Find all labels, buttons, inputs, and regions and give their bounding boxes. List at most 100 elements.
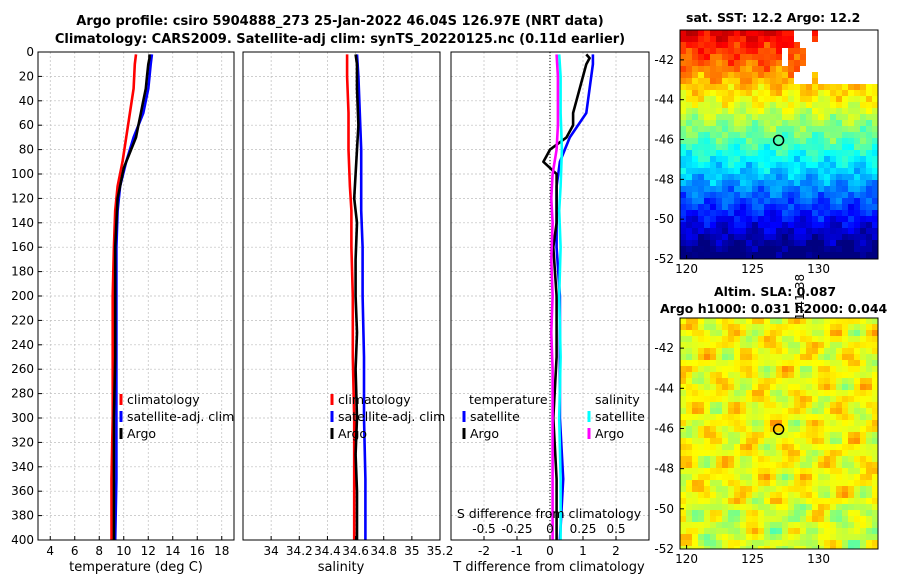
- sla-cell: [854, 402, 860, 408]
- sst-cell: [752, 150, 758, 156]
- sla-cell: [686, 510, 692, 516]
- sst-cell: [740, 156, 746, 162]
- sla-cell: [788, 546, 794, 549]
- sla-cell: [776, 390, 782, 396]
- sst-cell: [746, 168, 752, 174]
- sla-cell: [752, 420, 758, 426]
- sla-cell: [710, 384, 716, 390]
- sla-cell: [854, 360, 860, 366]
- sst-cell: [866, 156, 872, 162]
- sla-cell: [806, 540, 812, 546]
- sla-cell: [800, 414, 806, 420]
- sla-cell: [788, 360, 794, 366]
- sst-cell: [692, 240, 698, 246]
- sst-cell: [818, 192, 824, 198]
- sst-cell: [860, 240, 866, 246]
- sst-cell: [704, 36, 710, 42]
- sst-cell: [770, 132, 776, 138]
- sla-cell: [770, 450, 776, 456]
- sst-cell: [722, 102, 728, 108]
- sla-cell: [764, 516, 770, 522]
- sst-cell: [728, 96, 734, 102]
- sst-cell: [842, 54, 848, 60]
- sst-cell: [692, 180, 698, 186]
- sst-cell: [836, 144, 842, 150]
- sst-cell: [770, 66, 776, 72]
- sst-cell: [836, 78, 842, 84]
- sla-ytick-label: -48: [654, 462, 674, 476]
- sla-cell: [866, 504, 872, 510]
- sst-cell: [872, 36, 878, 42]
- sla-cell: [812, 546, 818, 549]
- sla-cell: [686, 342, 692, 348]
- sst-cell: [698, 246, 704, 252]
- sla-cell: [752, 342, 758, 348]
- sst-cell: [722, 84, 728, 90]
- sst-cell: [836, 252, 842, 258]
- sst-cell: [704, 54, 710, 60]
- sla-cell: [812, 330, 818, 336]
- sst-cell: [746, 108, 752, 114]
- sla-cell: [842, 366, 848, 372]
- sst-cell: [794, 30, 800, 36]
- sla-cell: [818, 462, 824, 468]
- sst-cell: [776, 204, 782, 210]
- sla-cell: [776, 372, 782, 378]
- sla-cell: [860, 438, 866, 444]
- sst-cell: [794, 78, 800, 84]
- sst-cell: [854, 204, 860, 210]
- sla-cell: [794, 324, 800, 330]
- sst-cell: [686, 174, 692, 180]
- sla-cell: [848, 342, 854, 348]
- sla-cell: [770, 360, 776, 366]
- sst-cell: [812, 90, 818, 96]
- sla-cell: [746, 372, 752, 378]
- sst-cell: [836, 60, 842, 66]
- sla-cell: [800, 456, 806, 462]
- sla-cell: [782, 402, 788, 408]
- sst-cell: [788, 132, 794, 138]
- sst-cell: [776, 216, 782, 222]
- sst-cell: [842, 174, 848, 180]
- sst-cell: [728, 126, 734, 132]
- sst-cell: [860, 192, 866, 198]
- sla-cell: [788, 534, 794, 540]
- sst-cell: [818, 174, 824, 180]
- sst-cell: [704, 228, 710, 234]
- sst-cell: [848, 60, 854, 66]
- sla-cell: [842, 528, 848, 534]
- sla-cell: [710, 324, 716, 330]
- sst-cell: [746, 216, 752, 222]
- sla-cell: [860, 444, 866, 450]
- sla-cell: [752, 366, 758, 372]
- sst-cell: [818, 156, 824, 162]
- sst-cell: [842, 186, 848, 192]
- sst-cell: [764, 228, 770, 234]
- sst-cell: [776, 78, 782, 84]
- sla-cell: [830, 450, 836, 456]
- sla-cell: [758, 486, 764, 492]
- sst-cell: [734, 228, 740, 234]
- sst-cell: [842, 30, 848, 36]
- sst-cell: [830, 210, 836, 216]
- sla-cell: [770, 420, 776, 426]
- sla-cell: [806, 330, 812, 336]
- sla-cell: [812, 480, 818, 486]
- sst-cell: [824, 174, 830, 180]
- sst-cell: [824, 246, 830, 252]
- sst-cell: [866, 60, 872, 66]
- sla-cell: [794, 480, 800, 486]
- temp-legend-label: climatology: [127, 392, 200, 407]
- sla-cell: [824, 366, 830, 372]
- sla-cell: [746, 366, 752, 372]
- sla-cell: [782, 516, 788, 522]
- sst-cell: [848, 36, 854, 42]
- sla-cell: [734, 456, 740, 462]
- sla-cell: [734, 444, 740, 450]
- sst-cell: [680, 60, 686, 66]
- sst-cell: [704, 246, 710, 252]
- sst-cell: [704, 174, 710, 180]
- sla-cell: [860, 456, 866, 462]
- sal-series-0: [345, 54, 356, 540]
- sst-cell: [872, 90, 878, 96]
